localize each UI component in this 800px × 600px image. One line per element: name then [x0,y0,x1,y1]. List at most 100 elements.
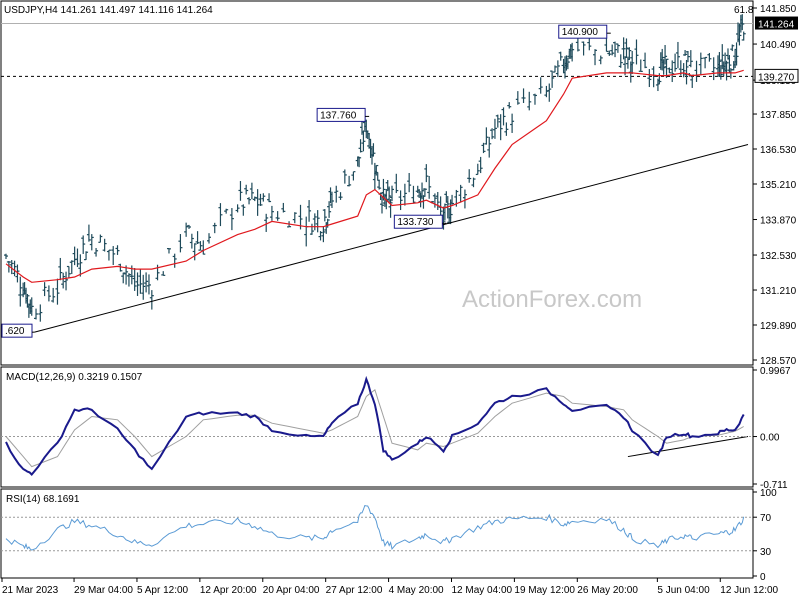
price-bar [467,169,472,183]
price-bar [703,56,708,69]
annotation-box [316,107,366,122]
price-bar [683,50,688,56]
price-bar [532,93,537,105]
time-tick-label: 27 Apr 12:00 [326,585,383,596]
macd-trendline [627,436,749,458]
price-bar [688,50,693,68]
price-bar [15,264,20,283]
price-bar [647,69,652,88]
time-tick-label: 12 May 04:00 [451,585,512,596]
price-bar [135,272,140,296]
price-bar [75,248,80,268]
price-bar [624,38,629,58]
price-bar [570,42,575,62]
price-bar [471,177,476,188]
price-bar [6,261,11,273]
price-bar [149,290,154,310]
price-bar [377,179,382,190]
price-bar [598,55,603,65]
price-bar [698,52,703,76]
price-bar [325,218,330,228]
price-bar [462,189,467,209]
time-tick-label: 26 May 20:00 [577,585,638,596]
price-bar [78,254,83,277]
price-bar [555,60,560,78]
price-bar [670,60,675,83]
price-bar [89,234,94,251]
macd-main-line [5,375,745,476]
annotation-box [393,214,443,229]
price-bar [235,204,240,213]
price-bar [98,234,103,243]
price-bar [618,54,623,68]
price-bar [390,185,395,202]
price-bar [550,70,555,88]
price-bar [510,113,515,133]
price-bar [218,203,223,227]
price-bar [398,190,403,211]
price-bar [380,195,385,214]
price-bar [407,172,412,193]
macd-pane-frame [0,366,754,488]
price-bar [504,122,509,136]
time-tick-label: 5 Apr 12:00 [137,585,189,596]
price-bar [334,185,339,203]
price-bar [544,85,549,98]
price-bar [307,200,312,222]
price-bar [321,226,326,243]
time-tick-label: 4 May 20:00 [389,585,444,596]
macd-axis: 0.9967 0.00 -0.711 [753,366,791,491]
price-bar [727,55,732,74]
price-bar [634,39,639,65]
price-bar [615,43,620,53]
price-bar [730,44,735,52]
watermark: ActionForex.com [462,286,642,313]
current-price-tag-bg [755,16,798,30]
price-bar [481,142,486,154]
price-bar [106,249,111,261]
price-bar [64,271,69,291]
price-reference-lines [1,23,753,77]
price-bar [322,209,327,222]
price-bar [507,102,512,109]
price-bar [329,191,334,209]
annotation-label: 137.760 [320,110,357,121]
price-bar [613,41,618,58]
price-bar [667,67,672,74]
macd-signal-line [5,388,744,468]
price-bar [427,175,432,199]
price-bar [651,66,656,88]
price-bar [547,83,552,102]
price-bar [247,197,252,205]
time-axis: 21 Mar 2023 29 Mar 04:00 5 Apr 12:00 12 Apr… [1,578,779,596]
price-tick-label: 135.210 [760,180,797,191]
price-bar [249,182,254,200]
level-tag: 139.270 [754,68,799,83]
symbol-header: USDJPY,H4 141.261 141.497 141.116 141.26… [4,5,213,16]
macd-tick-label: 0.00 [760,433,780,444]
price-bar [685,51,690,63]
price-bar [737,23,742,46]
price-bar [267,193,272,203]
price-bar [264,213,269,232]
rsi-pane-frame [0,488,754,579]
price-bar [538,77,543,94]
price-bar [521,88,526,104]
price-bar [630,50,635,75]
level-tag-value: 139.270 [758,72,795,83]
price-bar [424,164,429,183]
rsi-tick-label: 100 [760,488,777,499]
price-bar [565,57,570,70]
price-bar [229,208,234,231]
price-bar [417,189,422,198]
price-bar [192,243,197,261]
price-bar [351,171,356,181]
time-tick-label: 21 Mar 2023 [2,585,59,596]
price-bar [681,63,686,78]
price-bar [38,304,43,322]
price-bar [207,233,212,244]
price-bar [458,184,463,203]
price-bar [275,211,280,221]
price-bar [607,50,612,56]
price-bar [498,114,503,141]
